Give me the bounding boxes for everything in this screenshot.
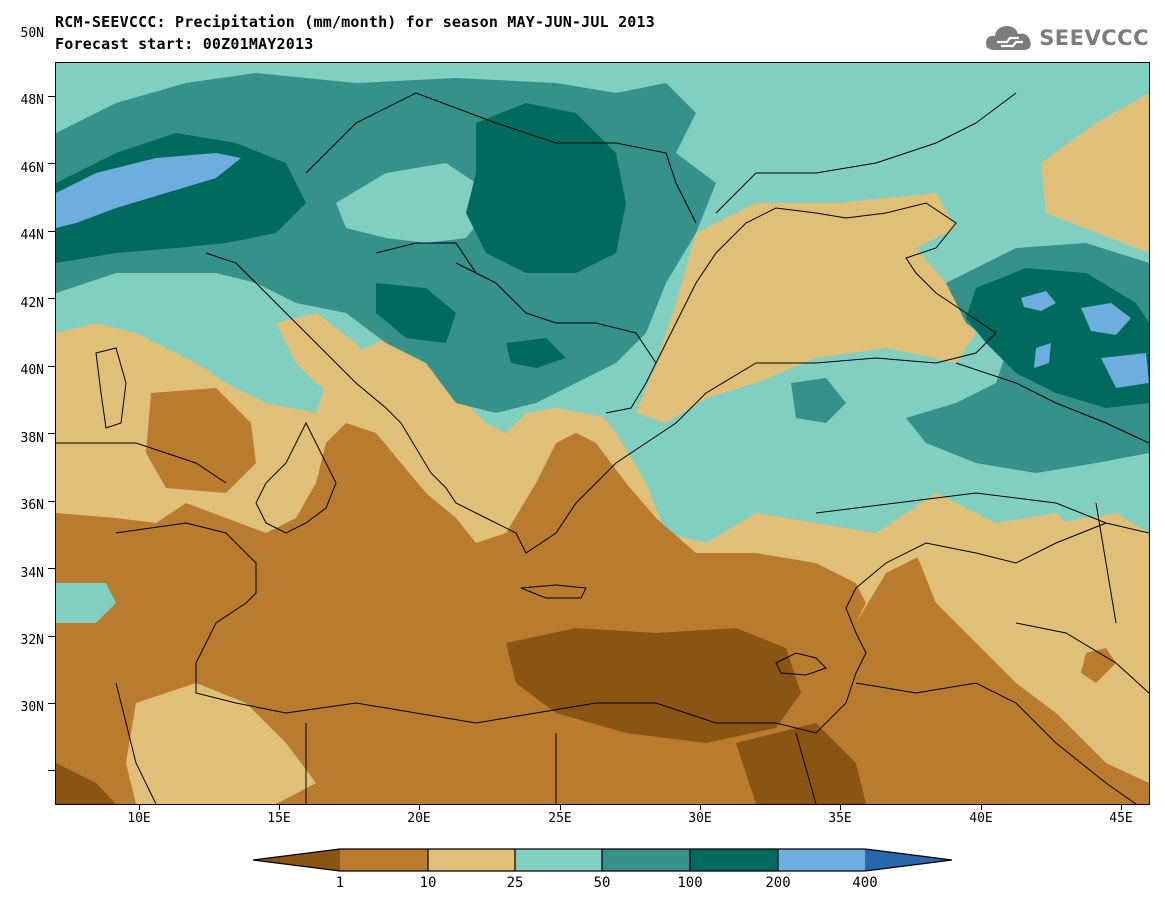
colorbar-segment [690,849,778,871]
colorbar-segment [253,849,340,871]
lon-label: 15E [267,811,291,826]
lon-label: 40E [969,811,993,826]
seevccc-logo: SEEVCCC [983,22,1149,54]
lat-label: 50N [20,26,44,41]
lon-label: 30E [688,811,712,826]
colorbar-segment [602,849,690,871]
lat-label: 40N [20,363,44,378]
lon-label: 35E [828,811,852,826]
lon-label: 25E [548,811,572,826]
logo-text: SEEVCCC [1039,26,1149,50]
lat-label: 34N [20,566,44,581]
colorbar-segment [428,849,515,871]
lat-label: 38N [20,431,44,446]
colorbar-label: 400 [852,875,878,891]
precipitation-field [56,63,1149,804]
lat-label: 44N [20,228,44,243]
colorbar-label: 100 [677,875,703,891]
precipitation-map [55,62,1150,805]
colorbar-label: 50 [593,875,611,891]
map-title: RCM-SEEVCCC: Precipitation (mm/month) fo… [55,13,655,31]
cloud-logo-icon [986,26,1031,50]
lon-label: 45E [1109,811,1133,826]
lat-label: 30N [20,700,44,715]
precipitation-colorbar [252,848,953,872]
colorbar-segment [778,849,865,871]
colorbar-label: 200 [765,875,791,891]
lat-label: 46N [20,161,44,176]
colorbar-label: 1 [335,875,345,891]
forecast-start-label: Forecast start: 00Z01MAY2013 [55,35,314,53]
colorbar-label: 25 [506,875,524,891]
colorbar-segment [865,849,952,871]
colorbar-label: 10 [419,875,437,891]
lat-label: 32N [20,633,44,648]
lon-label: 20E [407,811,431,826]
colorbar-segment [340,849,428,871]
lat-label: 48N [20,93,44,108]
colorbar-segment [515,849,602,871]
lat-label: 42N [20,296,44,311]
lon-label: 10E [127,811,151,826]
lat-label: 36N [20,498,44,513]
